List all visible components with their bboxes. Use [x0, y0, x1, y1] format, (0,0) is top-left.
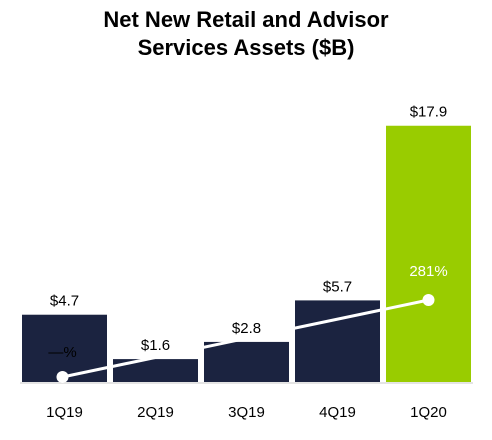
value-label-2q19: $1.6 — [141, 337, 170, 354]
tick-label-3q19: 3Q19 — [228, 404, 265, 421]
value-label-1q20: $17.9 — [410, 104, 448, 121]
tick-label-4q19: 4Q19 — [319, 404, 356, 421]
tick-label-1q20: 1Q20 — [410, 404, 447, 421]
tick-label-1q19: 1Q19 — [46, 404, 83, 421]
bar-3q19 — [204, 341, 289, 382]
value-label-1q19: $4.7 — [50, 293, 79, 310]
value-label-4q19: $5.7 — [323, 278, 352, 295]
value-label-3q19: $2.8 — [232, 320, 261, 337]
growth-label-1q19: —% — [48, 344, 76, 361]
growth-line — [61, 298, 430, 379]
bar-1q20 — [386, 125, 471, 382]
growth-label-1q20: 281% — [409, 263, 447, 280]
growth-point-1q20 — [422, 294, 435, 306]
tick-label-2q19: 2Q19 — [137, 404, 174, 421]
growth-point-1q19 — [56, 371, 69, 383]
chart-title-line-1: Net New Retail and Advisor — [103, 7, 389, 32]
chart-title-line-2: Services Assets ($B) — [137, 35, 355, 60]
bar-2q19 — [113, 359, 198, 382]
chart-title: Net New Retail and Advisor Services Asse… — [0, 6, 492, 62]
